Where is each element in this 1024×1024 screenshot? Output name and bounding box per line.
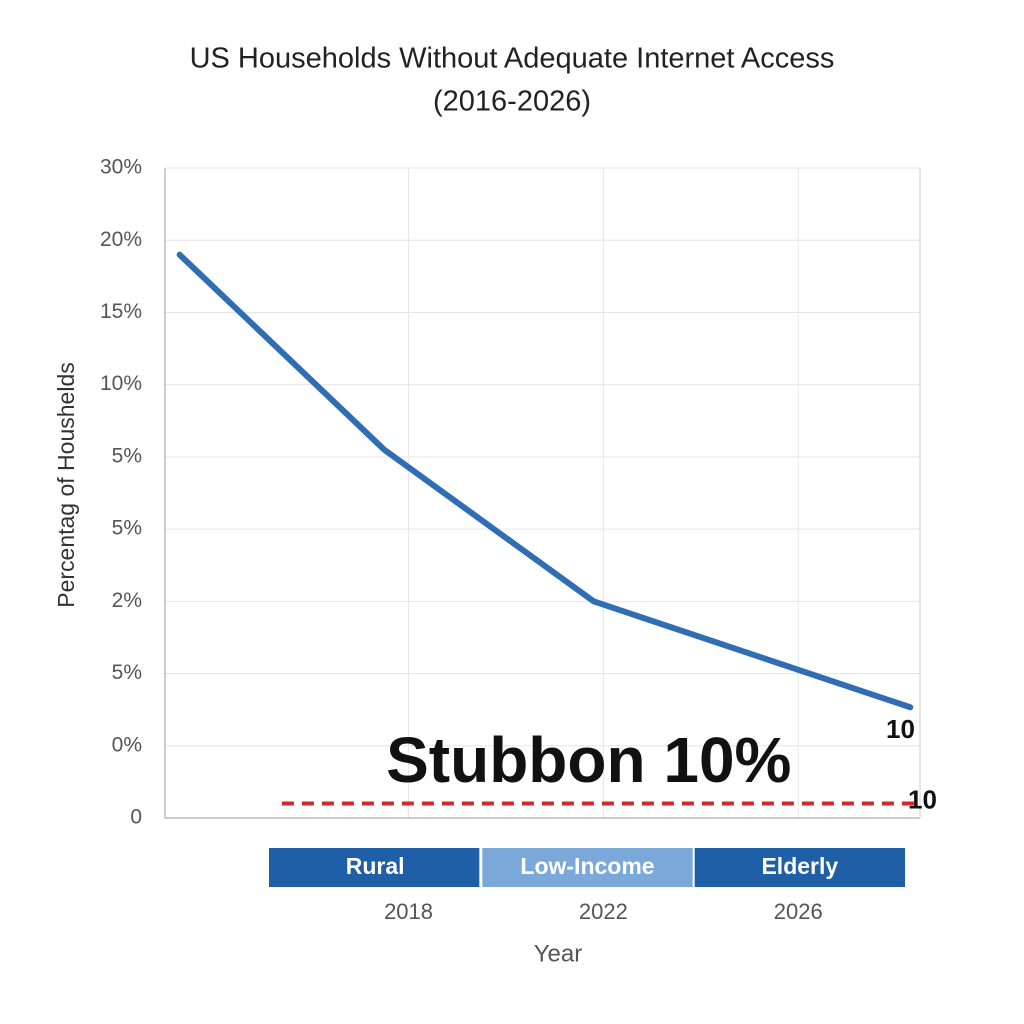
y-tick-label: 5% [112, 517, 142, 540]
category-band [694, 848, 905, 887]
x-axis-label: Year [534, 940, 583, 967]
chart-title: US Households Without Adequate Internet … [190, 43, 835, 75]
y-tick-label: 0 [130, 806, 142, 829]
x-tick-label: 2026 [774, 899, 823, 924]
reference-label: 10 [908, 784, 937, 814]
y-tick-label: 0% [112, 733, 142, 756]
annotation: Stubbon 10% [386, 724, 791, 796]
y-tick-label: 2% [112, 589, 142, 612]
y-tick-label: 5% [112, 661, 142, 684]
x-tick-label: 2018 [384, 899, 433, 924]
y-tick-label: 15% [100, 300, 142, 323]
x-tick-label: 2022 [579, 899, 628, 924]
y-tick-label: 30% [100, 156, 142, 179]
category-band-label: Low-Income [520, 853, 654, 879]
category-band [482, 848, 693, 887]
y-axis-label: Percentag of Houshelds [53, 362, 79, 608]
annotation: 10 [886, 714, 915, 744]
category-band-label: Elderly [761, 853, 838, 879]
y-tick-label: 20% [100, 228, 142, 251]
category-band [269, 848, 480, 887]
y-tick-label: 10% [100, 372, 142, 395]
y-tick-label: 5% [112, 444, 142, 467]
chart-subtitle: (2016-2026) [433, 86, 591, 118]
category-band-label: Rural [346, 853, 405, 879]
data-line [176, 251, 914, 711]
